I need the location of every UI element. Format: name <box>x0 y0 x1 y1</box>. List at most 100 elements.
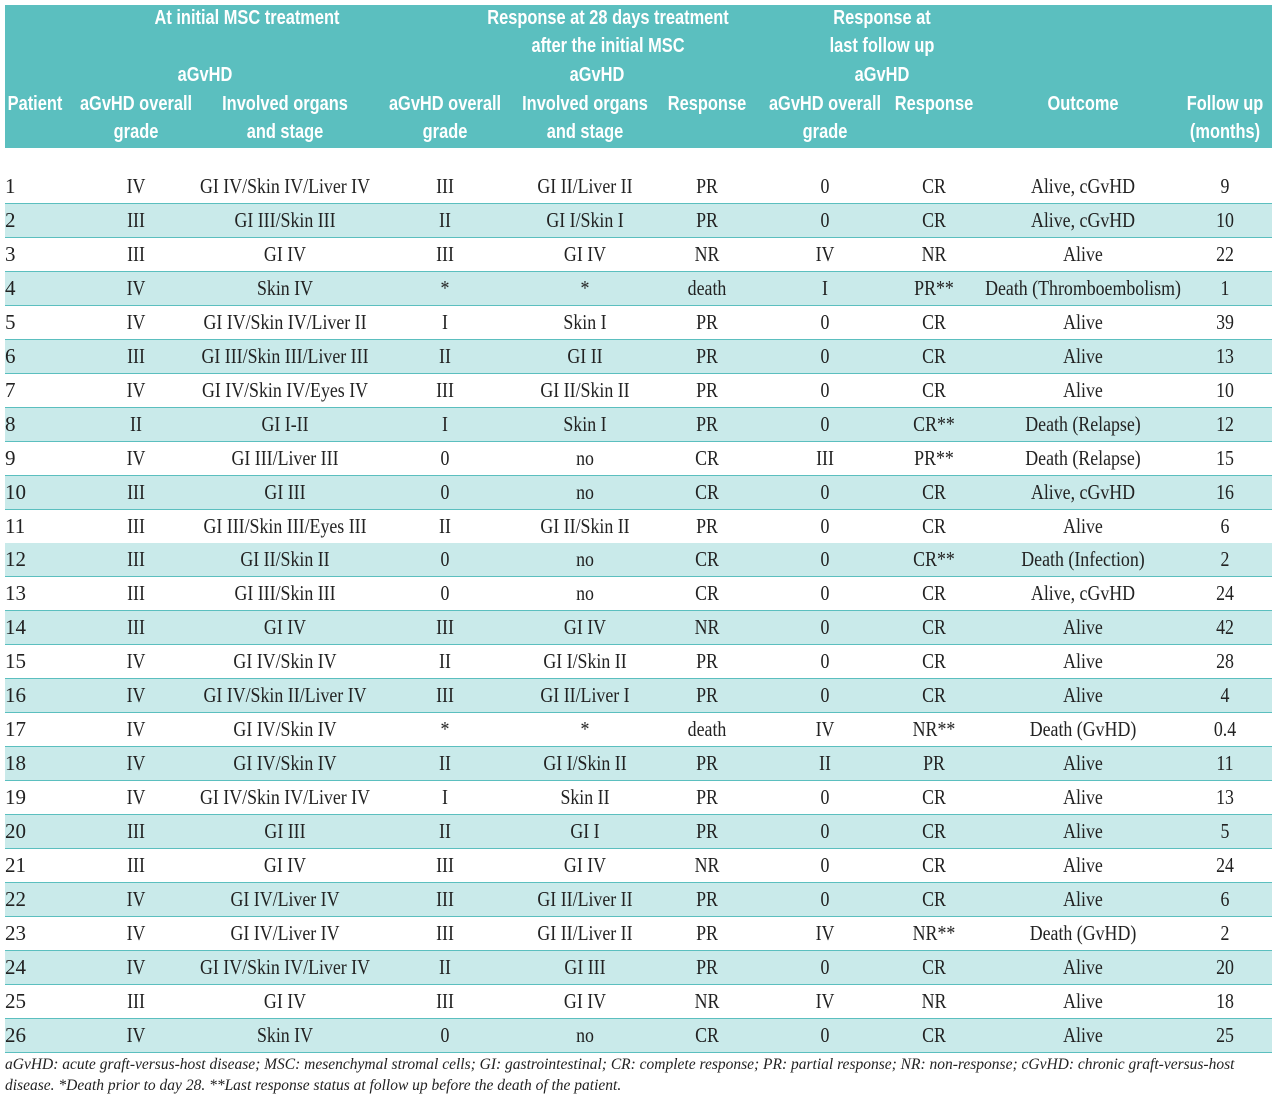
table-cell: GI IV <box>563 988 607 1013</box>
table-cell: 0 <box>440 1022 450 1047</box>
table-row: 21 III GI IV III GI IV NR 0 CR Alive 24 <box>5 849 1272 883</box>
table-cell: death <box>687 717 727 742</box>
table-cell: 12 <box>5 547 26 572</box>
table-cell: CR** <box>913 411 955 436</box>
table-cell: CR <box>695 1022 719 1047</box>
table-cell: 9 <box>1220 174 1230 198</box>
table-row: 15 IV GI IV/Skin IV II GI I/Skin II PR 0 CR Aliv… <box>5 645 1272 680</box>
table-cell: III <box>436 886 454 911</box>
table-row: 9 IV GI III/Liver III 0 no CR III PR** Death (Re… <box>5 442 1272 476</box>
table-row: 3 III GI IV III GI IV NR IV NR Alive 22 <box>5 238 1272 272</box>
table-cell: 14 <box>5 615 26 640</box>
table-cell: Alive <box>1063 309 1103 334</box>
table-cell: CR <box>922 581 946 606</box>
table-cell: 24 <box>5 954 26 979</box>
table-cell: III <box>127 819 145 844</box>
table-cell: 22 <box>5 886 26 911</box>
table-cell: III <box>127 853 145 877</box>
table-cell: 13 <box>1216 785 1234 810</box>
table-cell: 0 <box>820 1022 830 1047</box>
table-cell: 0 <box>820 581 830 606</box>
table-cell: Alive <box>1063 615 1103 640</box>
table-cell: GI II/Liver II <box>537 920 633 945</box>
column-header: Involved organs <box>222 93 348 115</box>
table-row: 14 III GI IV III GI IV NR 0 CR Alive 42 <box>5 611 1272 646</box>
table-header: At initial MSC treatment Response at 28 d… <box>5 5 1272 148</box>
table-cell: 3 <box>5 241 16 266</box>
table-cell: CR <box>922 683 946 708</box>
group-header: Response at <box>833 7 931 29</box>
table-cell: 0 <box>820 819 830 844</box>
table-cell: GI III/Skin III/Eyes III <box>203 513 367 538</box>
table-cell: PR <box>696 343 718 368</box>
table-cell: IV <box>126 275 146 300</box>
agvhd-header: aGvHD <box>569 64 625 86</box>
table-cell: Alive, cGvHD <box>1030 174 1136 198</box>
table-cell: 42 <box>1216 615 1234 640</box>
table-cell: 0 <box>820 411 830 436</box>
table-cell: GI III <box>564 954 606 979</box>
table-cell: PR <box>696 886 718 911</box>
table-cell: Skin I <box>563 411 607 436</box>
table-cell: GI II <box>567 343 603 368</box>
table-cell: III <box>436 615 454 640</box>
table-cell: GI IV/Skin IV/Liver IV <box>199 785 371 810</box>
table-cell: CR <box>922 207 946 232</box>
table-cell: IV <box>815 241 835 266</box>
table-cell: III <box>127 207 145 232</box>
table-cell: 0 <box>820 343 830 368</box>
table-cell: II <box>439 343 451 368</box>
table-cell: GI IV/Liver IV <box>230 920 340 945</box>
group-header: At initial MSC treatment <box>154 7 340 29</box>
table-cell: GI IV <box>563 241 607 266</box>
table-cell: IV <box>126 717 146 742</box>
table-cell: III <box>127 581 145 606</box>
table-cell: III <box>436 988 454 1013</box>
table-cell: CR <box>695 445 719 470</box>
table-cell: Alive <box>1063 853 1103 877</box>
table-cell: GI IV <box>263 853 307 877</box>
column-header: aGvHD overall <box>79 93 193 115</box>
table-cell: 5 <box>1220 819 1230 844</box>
table-cell: II <box>439 954 451 979</box>
table-cell: 20 <box>5 819 26 844</box>
table-cell: II <box>439 649 451 674</box>
table-cell: IV <box>126 1022 146 1047</box>
table-cell: III <box>127 241 145 266</box>
table-cell: 24 <box>1216 581 1234 606</box>
table-cell: III <box>436 853 454 877</box>
column-header: Outcome <box>1047 93 1119 115</box>
table-cell: 19 <box>5 785 26 810</box>
table-cell: PR <box>696 920 718 945</box>
table-cell: GI IV <box>563 615 607 640</box>
table-cell: 1 <box>5 174 16 198</box>
table-cell: CR <box>695 581 719 606</box>
table-cell: III <box>436 683 454 708</box>
table-cell: Alive <box>1063 954 1103 979</box>
table-cell: II <box>439 513 451 538</box>
table-cell: 6 <box>5 343 16 368</box>
table-cell: GI IV <box>263 988 307 1013</box>
table-cell: Alive <box>1063 649 1103 674</box>
table-cell: 17 <box>5 717 26 742</box>
table-cell: 0 <box>820 785 830 810</box>
column-header: and stage <box>546 121 624 143</box>
table-cell: IV <box>815 717 835 742</box>
table-row: 8 II GI I-II I Skin I PR 0 CR** Death (Relapse) 1… <box>5 407 1272 442</box>
table-cell: PR <box>696 819 718 844</box>
table-cell: II <box>439 207 451 232</box>
group-header: last follow up <box>829 35 935 57</box>
table-cell: GI I/Skin II <box>543 751 627 776</box>
table-cell: PR** <box>914 445 954 470</box>
table-cell: 0 <box>440 445 450 470</box>
table-cell: IV <box>126 377 146 402</box>
table-cell: 11 <box>5 513 26 538</box>
table-row: 12 III GI II/Skin II 0 no CR 0 CR** Death (Infec… <box>5 543 1272 578</box>
table-cell: Skin I <box>563 309 607 334</box>
table-cell: II <box>439 819 451 844</box>
table-cell: I <box>822 275 828 300</box>
table-cell: 5 <box>5 309 16 334</box>
table-cell: 26 <box>5 1022 26 1047</box>
table-cell: death <box>687 275 727 300</box>
table-cell: GI II/Skin II <box>540 513 630 538</box>
